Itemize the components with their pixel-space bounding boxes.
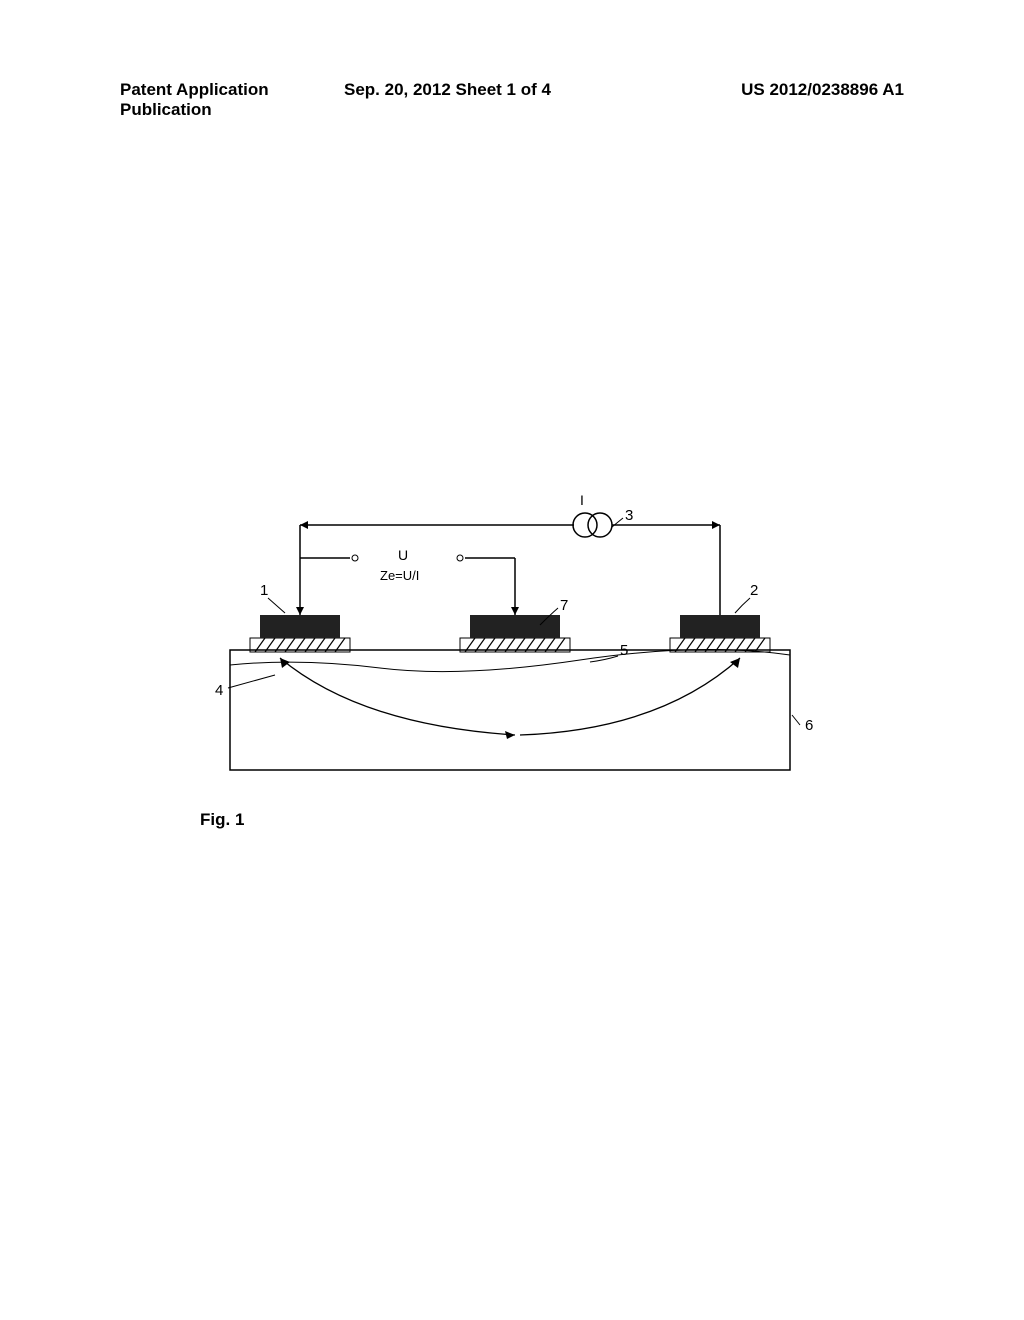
label-ref-5: 5: [620, 642, 628, 659]
current-source-circle-1: [573, 513, 597, 537]
label-ref-6: 6: [805, 717, 813, 734]
arrow-path-left-end: [505, 731, 515, 739]
electrode-right: [680, 615, 760, 638]
arrow-path-right-start: [730, 658, 740, 668]
figure-caption: Fig. 1: [200, 810, 244, 830]
electrode-left: [260, 615, 340, 638]
label-formula: Ze=U/I: [380, 568, 419, 583]
arrow-top-right-end: [712, 521, 720, 529]
terminal-right-icon: [457, 555, 463, 561]
surface-boundary: [230, 650, 790, 672]
label-voltage: U: [398, 547, 408, 563]
leader-4: [228, 675, 275, 688]
current-source-circle-2: [588, 513, 612, 537]
label-ref-2: 2: [750, 582, 758, 599]
circuit-diagram: 1 2 3 4 5 6 7 I U Ze=U/I: [180, 480, 840, 785]
arrow-center-electrode: [511, 607, 519, 615]
figure-1: 1 2 3 4 5 6 7 I U Ze=U/I: [180, 480, 840, 785]
label-ref-7: 7: [560, 597, 568, 614]
header-publication-type: Patent Application Publication: [120, 80, 344, 120]
label-ref-1: 1: [260, 582, 268, 599]
arrow-path-left-start: [280, 658, 290, 668]
label-ref-3: 3: [625, 507, 633, 524]
label-current: I: [580, 492, 584, 508]
label-ref-4: 4: [215, 682, 223, 699]
header-date-sheet: Sep. 20, 2012 Sheet 1 of 4: [344, 80, 680, 120]
page-header: Patent Application Publication Sep. 20, …: [0, 80, 1024, 120]
current-path-right: [520, 658, 740, 735]
leader-1: [268, 598, 285, 613]
leader-2: [735, 598, 750, 613]
arrow-top-left: [300, 521, 308, 529]
leader-6: [792, 715, 800, 725]
terminal-left-icon: [352, 555, 358, 561]
arrow-left-electrode: [296, 607, 304, 615]
header-publication-number: US 2012/0238896 A1: [680, 80, 904, 120]
